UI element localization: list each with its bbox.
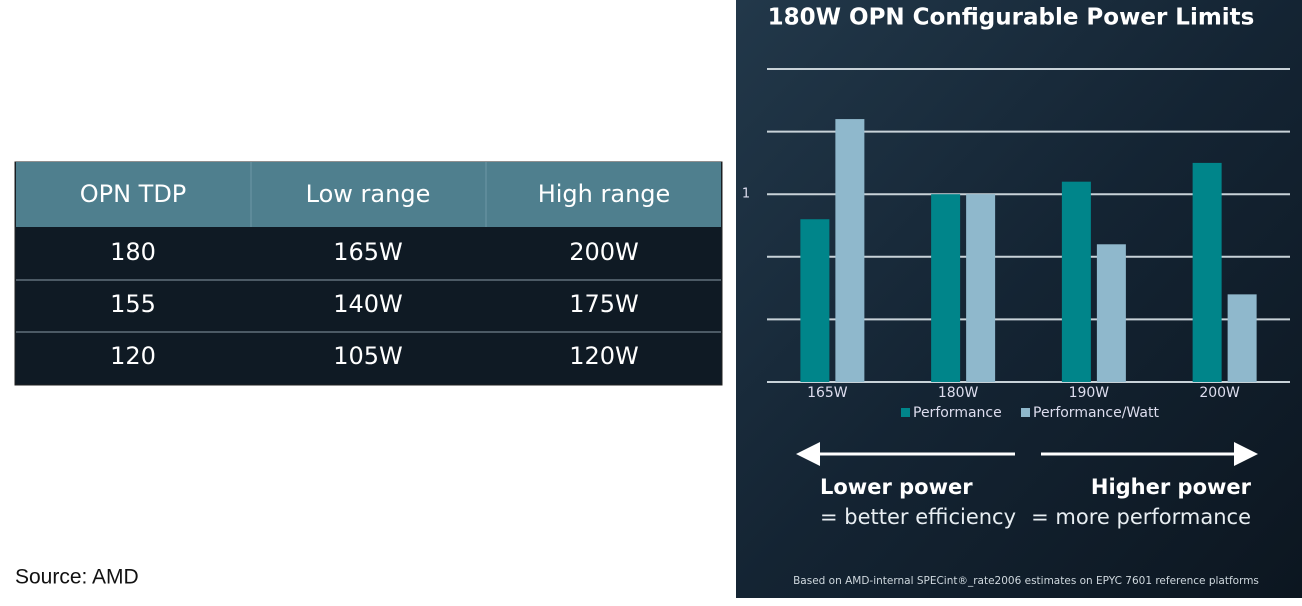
table-cell: 155: [110, 290, 156, 318]
table-cell: 165W: [333, 238, 403, 266]
bar: [1227, 294, 1257, 382]
legend-label: Performance/Watt: [1033, 405, 1159, 421]
annotation: = better efficiency: [820, 505, 1016, 529]
table-header-bg: [16, 162, 721, 227]
table-cell: 120W: [569, 342, 639, 370]
legend-swatch: [1021, 408, 1030, 417]
bar: [1192, 162, 1222, 382]
x-tick-label: 180W: [938, 385, 979, 401]
bar: [1061, 181, 1091, 382]
bar: [966, 194, 996, 382]
table-cell: 140W: [333, 290, 403, 318]
x-tick-label: 190W: [1069, 385, 1110, 401]
bar: [1096, 244, 1126, 382]
y-tick-label: 1: [742, 187, 750, 202]
table-cell: 175W: [569, 290, 639, 318]
annotation: Higher power: [1091, 475, 1252, 499]
table-header-cell: Low range: [306, 180, 431, 208]
chart-title: 180W OPN Configurable Power Limits: [768, 5, 1255, 31]
table-cell: 105W: [333, 342, 403, 370]
table-cell: 120: [110, 342, 156, 370]
source: Source: AMD: [15, 566, 139, 589]
table-header-cell: High range: [538, 180, 671, 208]
annotation: = more performance: [1031, 505, 1251, 529]
table-header-cell: OPN TDP: [80, 180, 187, 208]
bar: [835, 119, 865, 382]
table-cell: 180: [110, 238, 156, 266]
x-tick-label: 200W: [1199, 385, 1240, 401]
bar: [931, 194, 961, 382]
x-tick-label: 165W: [807, 385, 848, 401]
table-cell: 200W: [569, 238, 639, 266]
legend-swatch: [901, 408, 910, 417]
legend-label: Performance: [913, 405, 1002, 421]
footnote: Based on AMD-internal SPECint®_rate2006 …: [793, 575, 1259, 587]
annotation: Lower power: [820, 475, 973, 499]
bar: [800, 219, 830, 382]
